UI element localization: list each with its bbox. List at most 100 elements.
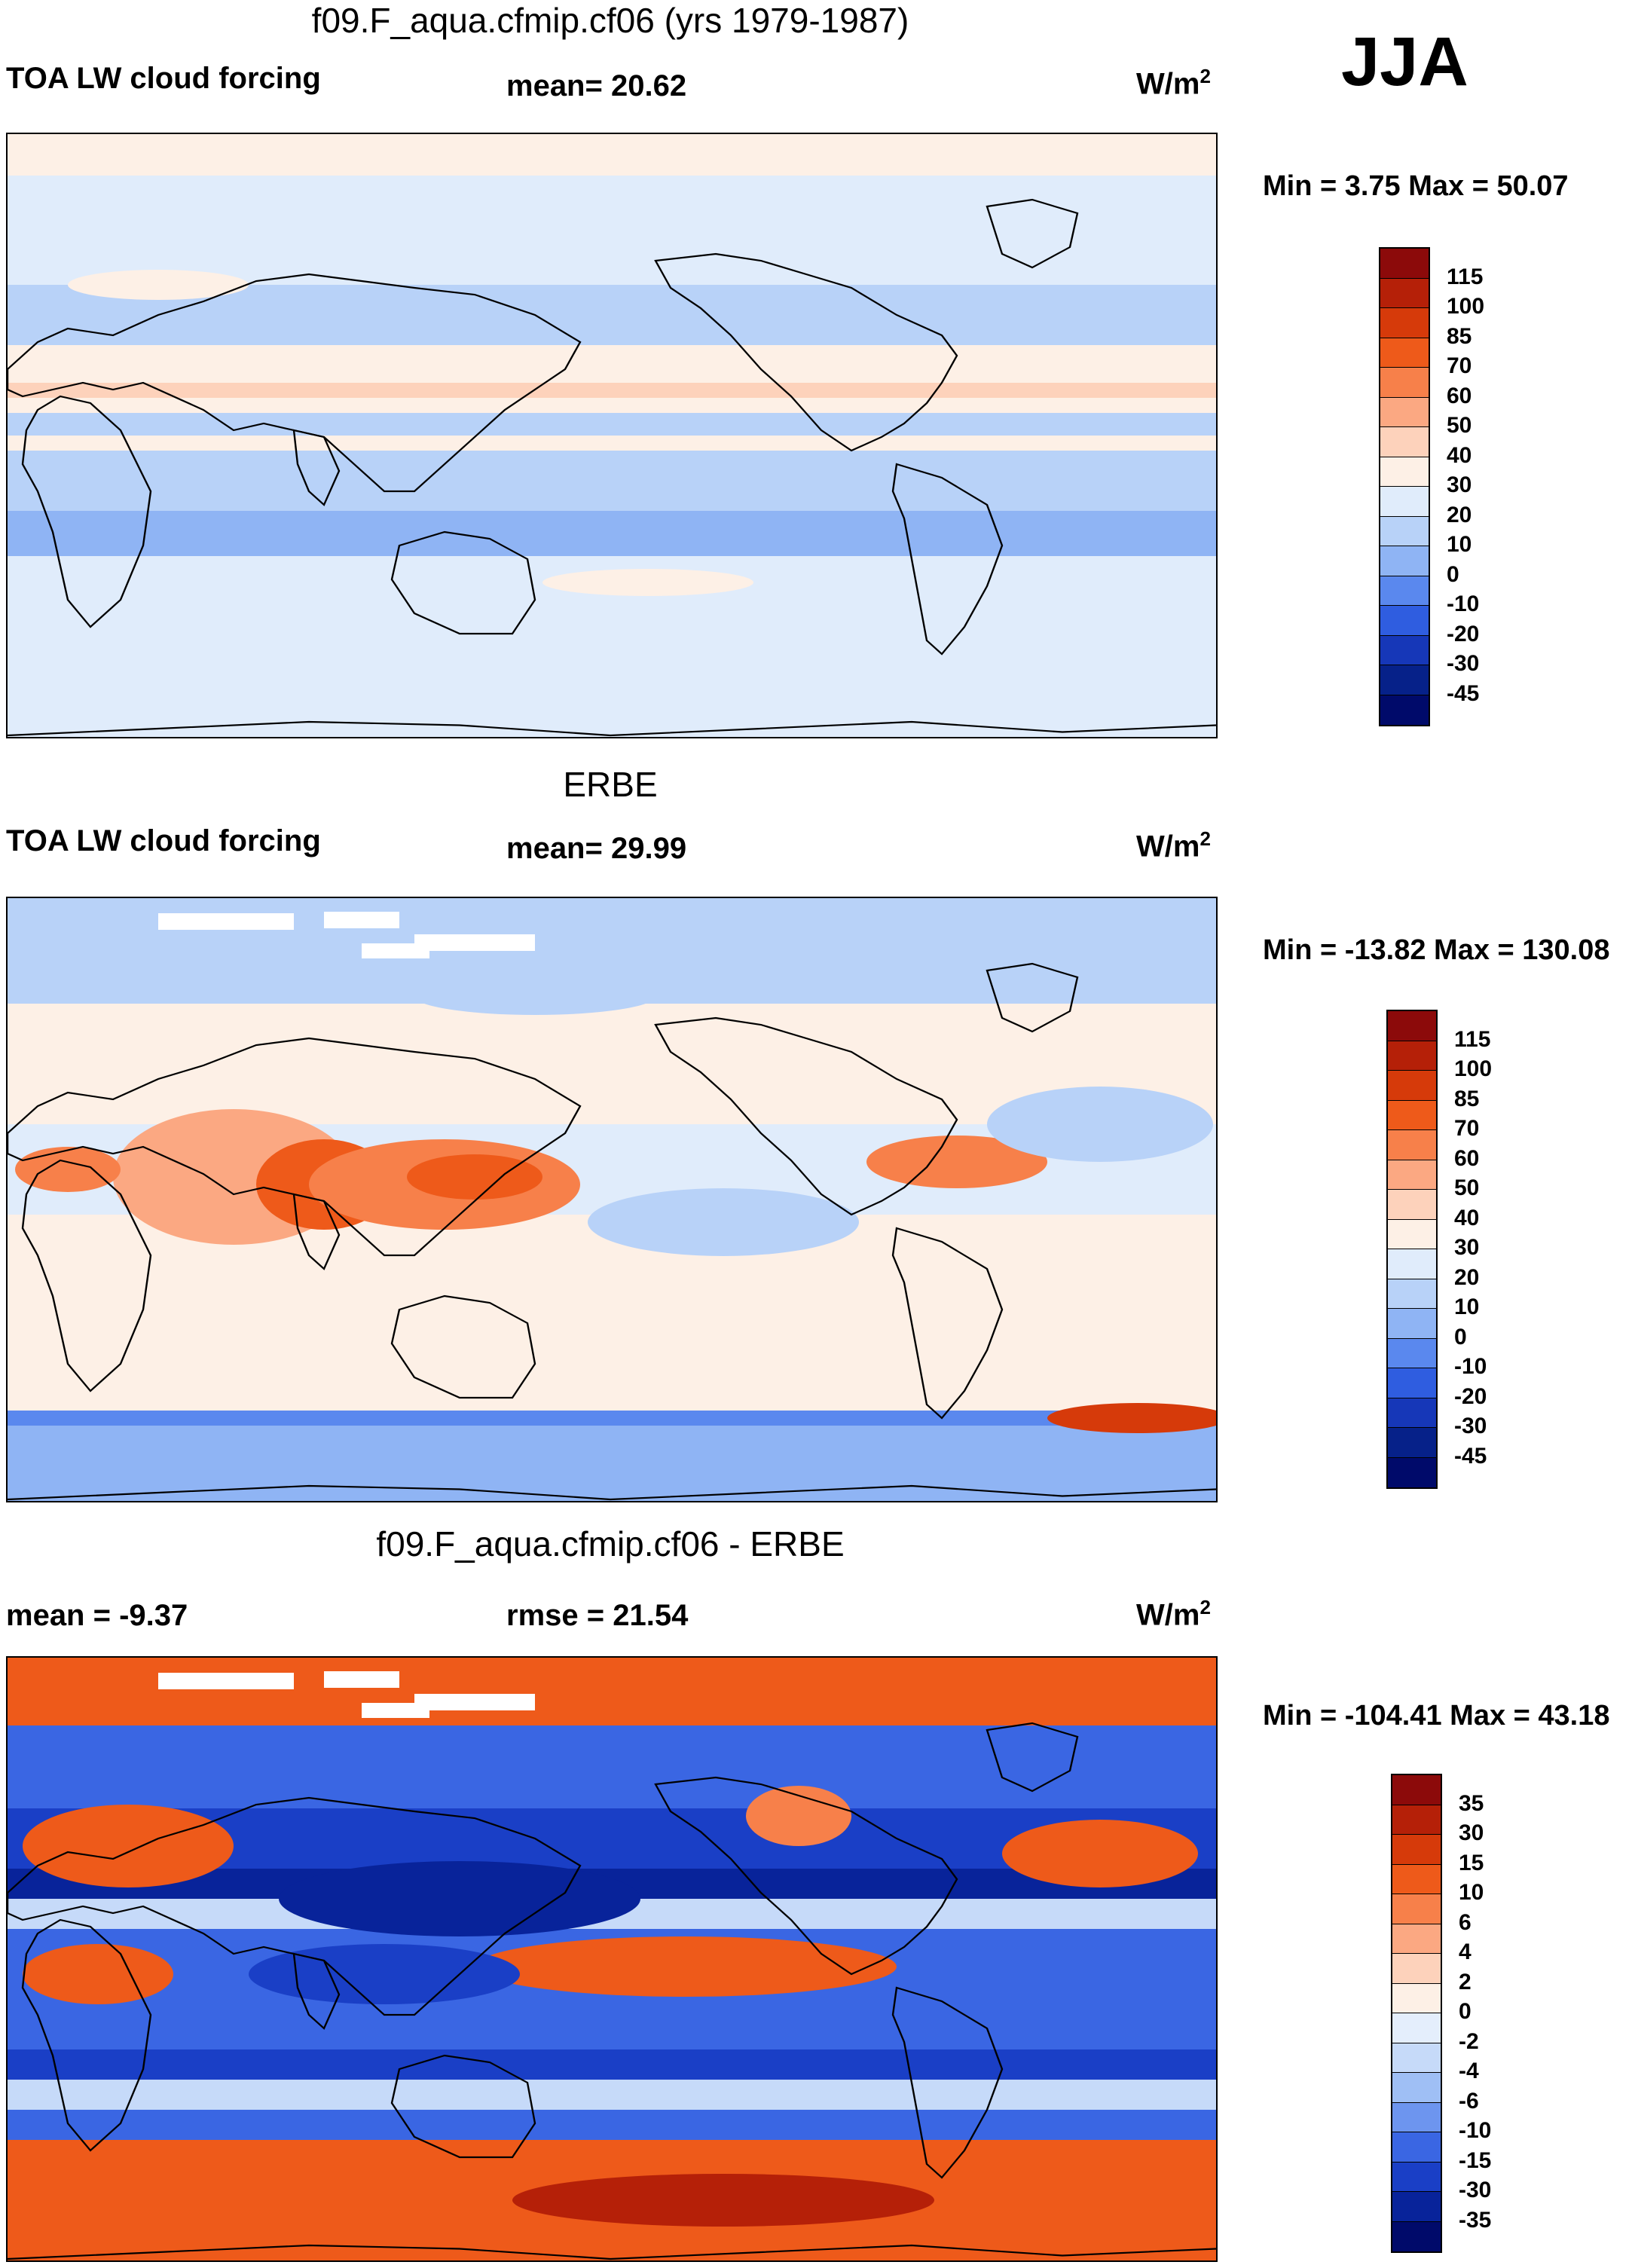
panel-3-colorbar-ticks: 35 30 15 10 6 4 2 0 -2 -4 -6 -10 -15 -30 -35: [1442, 1774, 1555, 2253]
missing-data: [362, 1703, 429, 1718]
coastline-path: [8, 2244, 1216, 2260]
coastline-path: [986, 962, 1079, 1033]
colorbar-box: [1380, 695, 1429, 725]
panel-2-units: W/m2: [1136, 827, 1211, 863]
colorbar-tick-label: 60: [1447, 383, 1472, 408]
colorbar-box: [1388, 1249, 1436, 1279]
panel-3-title: f09.F_aqua.cfmip.cf06 - ERBE: [376, 1524, 845, 1563]
panel-2-map: [6, 897, 1218, 1502]
colorbar-tick-label: 10: [1459, 1880, 1484, 1905]
colorbar-box: [1380, 308, 1429, 338]
map-field: [8, 898, 1216, 1501]
colorbar-box: [1392, 2102, 1441, 2132]
coastline-path: [21, 1159, 152, 1392]
colorbar-tick-label: 40: [1454, 1205, 1480, 1230]
field-band: [8, 134, 1216, 176]
coastline-path: [891, 463, 1004, 656]
colorbar-box: [1388, 1368, 1436, 1398]
panel-3-minmax: Min = -104.41 Max = 43.18: [1263, 1700, 1610, 1732]
colorbar-box: [1380, 338, 1429, 368]
colorbar-box: [1392, 2221, 1441, 2251]
panel-2-colorbar: [1386, 1010, 1438, 1489]
panel-1-units: W/m2: [1136, 65, 1211, 101]
colorbar-box: [1388, 1160, 1436, 1190]
field-band: [8, 1725, 1216, 1808]
field-band: [8, 451, 1216, 511]
colorbar-tick-label: 0: [1454, 1324, 1467, 1349]
panel-2-minmax: Min = -13.82 Max = 130.08: [1263, 934, 1610, 966]
panel-3-center-label: rmse = 21.54: [506, 1599, 689, 1632]
colorbar-box: [1380, 546, 1429, 576]
coastline-path: [8, 273, 582, 493]
colorbar-tick-label: 85: [1447, 323, 1472, 349]
colorbar-tick-label: -30: [1454, 1414, 1487, 1438]
colorbar-tick-label: 70: [1454, 1116, 1480, 1141]
field-blob: [1002, 1820, 1198, 1887]
field-band: [8, 2049, 1216, 2080]
colorbar-box: [1388, 1338, 1436, 1368]
colorbar-box: [1392, 2132, 1441, 2163]
colorbar-box: [1380, 606, 1429, 636]
colorbar-tick-label: -6: [1459, 2088, 1479, 2114]
colorbar-box: [1380, 487, 1429, 517]
coastline-path: [390, 1294, 536, 1399]
colorbar-tick-label: -20: [1454, 1383, 1487, 1409]
field-blob: [279, 1861, 640, 1936]
colorbar-box: [1392, 1954, 1441, 1984]
colorbar-box: [1380, 665, 1429, 695]
coastline-path: [292, 1193, 341, 1270]
colorbar-tick-label: 60: [1454, 1145, 1480, 1171]
colorbar-box: [1392, 2013, 1441, 2043]
field-band: [8, 345, 1216, 383]
coastline-path: [8, 1796, 582, 2016]
missing-data: [414, 1694, 535, 1710]
colorbar-box: [1392, 1864, 1441, 1894]
colorbar-tick-label: 0: [1447, 561, 1459, 587]
field-blob: [23, 1944, 173, 2004]
field-blob: [588, 1188, 859, 1256]
colorbar-tick-label: 40: [1447, 442, 1472, 468]
colorbar-box: [1392, 1805, 1441, 1835]
field-blob: [987, 1087, 1213, 1162]
colorbar-tick-label: -15: [1459, 2147, 1492, 2173]
panel-1-left-label: TOA LW cloud forcing: [6, 62, 321, 95]
field-band: [8, 2110, 1216, 2140]
colorbar-tick-label: 115: [1454, 1026, 1491, 1052]
colorbar-box: [1388, 1457, 1436, 1487]
field-blob: [542, 569, 753, 596]
panel-2-title: ERBE: [563, 765, 658, 804]
panel-2-center-label: mean= 29.99: [506, 832, 687, 865]
colorbar-tick-label: -10: [1459, 2118, 1492, 2143]
colorbar-box: [1380, 397, 1429, 427]
coastline-path: [654, 1776, 958, 1976]
field-band: [8, 1290, 1216, 1426]
colorbar-tick-label: 100: [1454, 1056, 1493, 1081]
colorbar-tick-label: 50: [1447, 413, 1472, 438]
colorbar-tick-label: 2: [1459, 1969, 1472, 1994]
field-blob: [1047, 1403, 1216, 1433]
colorbar-box: [1388, 1309, 1436, 1339]
colorbar-box: [1392, 2192, 1441, 2222]
colorbar-tick-label: -30: [1459, 2178, 1492, 2202]
coastline-path: [654, 1016, 958, 1216]
colorbar-box: [1388, 1190, 1436, 1220]
colorbar-box: [1380, 635, 1429, 665]
field-blob: [866, 1136, 1047, 1188]
field-blob: [746, 1786, 851, 1846]
colorbar-tick-label: -45: [1447, 680, 1480, 706]
coastline-path: [986, 198, 1079, 269]
field-band: [8, 511, 1216, 556]
panel-1-center-label: mean= 20.62: [506, 69, 687, 102]
colorbar-box: [1388, 1279, 1436, 1309]
colorbar-tick-label: 6: [1459, 1909, 1472, 1935]
colorbar-box: [1380, 368, 1429, 398]
coastline-path: [8, 720, 1216, 737]
colorbar-tick-label: 4: [1459, 1939, 1472, 1964]
coastline-path: [891, 1986, 1004, 2179]
colorbar-tick-label: -2: [1459, 2028, 1479, 2054]
colorbar-tick-label: -45: [1454, 1443, 1487, 1469]
field-band: [8, 383, 1216, 398]
colorbar-tick-label: -10: [1454, 1354, 1487, 1379]
colorbar-box: [1388, 1398, 1436, 1428]
missing-data: [324, 1671, 399, 1688]
